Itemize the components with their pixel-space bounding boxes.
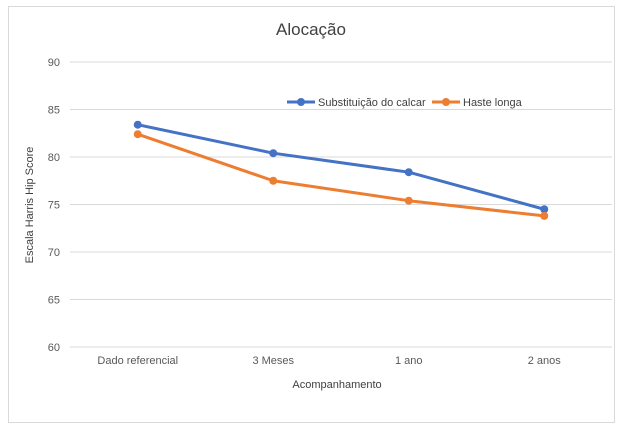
x-tick-0: Dado referencial [97, 355, 178, 367]
x-tick-2: 1 ano [395, 355, 423, 367]
chart-frame [8, 6, 615, 423]
series-line-1 [136, 132, 546, 218]
legend-marker-1 [442, 98, 450, 106]
series-0-point-3 [540, 205, 549, 214]
series-0-point-0 [133, 120, 142, 129]
series-lines [133, 120, 549, 220]
x-tick-1: 3 Meses [252, 355, 294, 367]
y-tick-70: 70 [48, 247, 60, 259]
legend-label-0: Substituição do calcar [318, 97, 426, 109]
series-line-0 [136, 123, 546, 211]
series-1-point-2 [404, 196, 413, 205]
series-1-point-1 [269, 176, 278, 185]
series-0-point-2 [404, 168, 413, 177]
y-tick-65: 65 [48, 295, 60, 307]
legend-marker-0 [297, 98, 305, 106]
y-tick-labels: 60 65 70 75 80 85 90 [48, 57, 60, 354]
y-tick-60: 60 [48, 342, 60, 354]
y-tick-75: 75 [48, 200, 60, 212]
series-0-point-1 [269, 149, 278, 158]
x-axis-label: Acompanhamento [292, 379, 381, 391]
legend-label-1: Haste longa [463, 97, 523, 109]
y-tick-85: 85 [48, 105, 60, 117]
legend: Substituição do calcar Haste longa [287, 97, 523, 109]
x-tick-3: 2 anos [528, 355, 562, 367]
series-1-point-3 [540, 211, 549, 220]
chart-title: Alocação [276, 20, 346, 39]
x-tick-labels: Dado referencial 3 Meses 1 ano 2 anos [97, 355, 561, 367]
y-tick-80: 80 [48, 152, 60, 164]
gridlines [70, 61, 612, 348]
y-tick-90: 90 [48, 57, 60, 69]
series-1-point-0 [133, 130, 142, 139]
y-axis-label: Escala Harris Hip Score [24, 147, 36, 264]
